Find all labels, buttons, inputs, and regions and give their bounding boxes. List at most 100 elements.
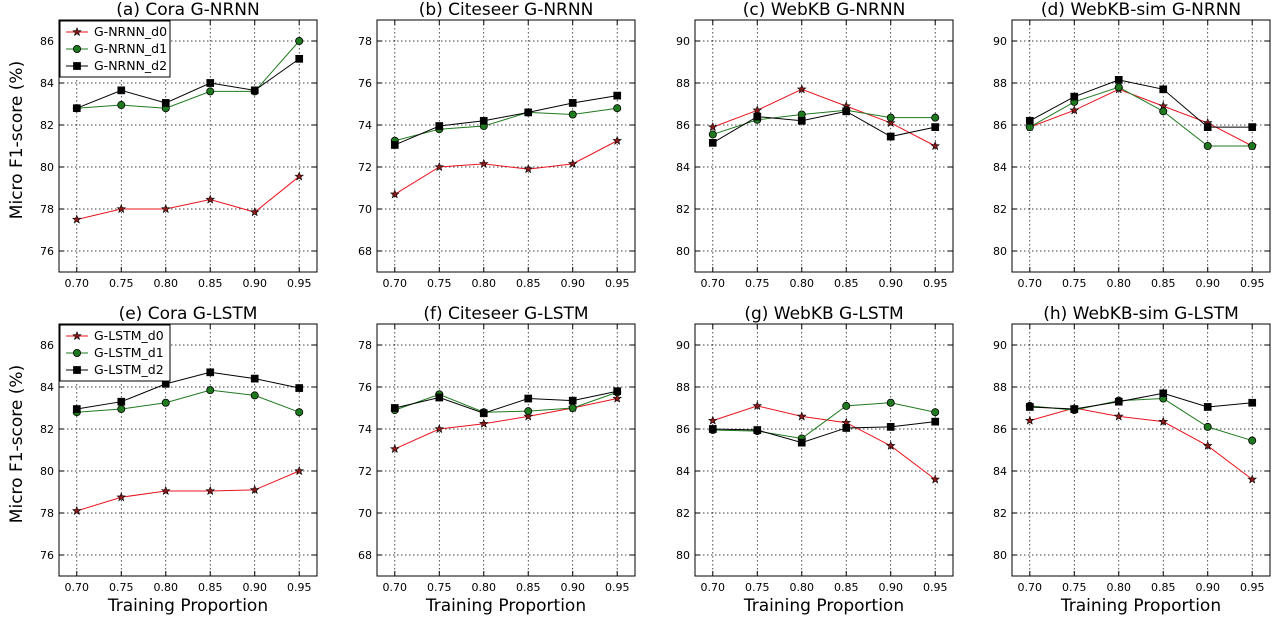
ytick-label-c-5: 90 [676, 35, 690, 48]
xlabel-c: Training Proportion [743, 596, 904, 616]
xtick-label-g-1: 0.75 [745, 581, 770, 594]
series-line-e-d1 [76, 389, 300, 413]
point-d-d2-0 [1025, 116, 1034, 125]
plot-frame-a [58, 19, 318, 273]
point-g-d2-0 [708, 425, 717, 433]
panel-c: (c) WebKB G-NRNN 80 82 84 86 88 90 0.70 0.75 0.80… [676, 0, 954, 290]
point-d-d1-5 [1248, 141, 1257, 150]
point-e-d2-5 [295, 384, 304, 392]
point-g-d2-4 [886, 423, 895, 431]
panel-title-g: (g) WebKB G-LSTM [744, 304, 903, 324]
point-a-d2-3 [206, 79, 215, 87]
point-g-d0-4 [885, 440, 896, 450]
panel-title-e: (e) Cora G-LSTM [119, 304, 258, 324]
panel-g: (g) WebKB G-LSTM 80 82 84 86 88 90 0.70 0.75 0.80… [676, 304, 954, 594]
legend-marker-a-d1 [73, 45, 82, 54]
xtick-label-d-0: 0.70 [1018, 277, 1043, 290]
xtick-label-g-2: 0.80 [790, 581, 815, 594]
ytick-label-h-4: 88 [993, 381, 1007, 394]
point-e-d2-4 [250, 374, 259, 383]
panel-h: (h) WebKB-sim G-LSTM 80 82 84 86 88 90 0.70 0.75… [993, 304, 1271, 594]
series-line-a-d0 [76, 176, 300, 220]
point-a-d1-1 [117, 101, 126, 110]
point-a-d2-1 [117, 86, 126, 95]
ytick-label-c-0: 80 [676, 245, 690, 258]
point-f-d0-2 [478, 418, 489, 428]
series-line-g-d1 [712, 402, 936, 439]
point-g-d1-3 [842, 401, 851, 410]
ytick-label-e-0: 76 [40, 549, 54, 562]
point-f-d2-2 [479, 409, 488, 418]
xtick-label-e-3: 0.85 [198, 581, 223, 594]
point-d-d1-4 [1203, 141, 1212, 150]
xtick-label-a-4: 0.90 [242, 277, 267, 290]
point-d-d2-5 [1248, 123, 1257, 131]
point-b-d0-4 [567, 158, 578, 168]
point-g-d0-1 [752, 400, 763, 410]
point-d-d2-4 [1203, 123, 1212, 131]
xtick-label-d-2: 0.80 [1107, 277, 1132, 290]
ytick-label-a-3: 82 [40, 119, 54, 132]
point-f-d0-3 [523, 411, 534, 421]
point-b-d0-0 [390, 189, 400, 199]
xtick-label-a-5: 0.95 [287, 277, 312, 290]
point-c-d0-1 [752, 105, 763, 115]
point-f-d2-5 [613, 387, 622, 396]
series-line-d-d1 [1029, 86, 1253, 147]
point-d-d0-1 [1069, 105, 1080, 115]
ytick-label-h-3: 86 [993, 423, 1007, 436]
xtick-label-e-2: 0.80 [154, 581, 179, 594]
point-a-d0-1 [116, 203, 127, 214]
series-line-g-d2 [712, 421, 936, 444]
legend-label-e-d1: G-LSTM_d1 [94, 345, 164, 360]
xtick-label-g-0: 0.70 [701, 581, 726, 594]
legend-e: G-LSTM_d0 G-LSTM_d1 G-LSTM_d2 [59, 324, 171, 382]
xtick-label-h-4: 0.90 [1195, 581, 1220, 594]
series-line-d-d2 [1029, 79, 1253, 128]
xtick-label-f-3: 0.85 [516, 581, 541, 594]
xtick-label-f-2: 0.80 [472, 581, 497, 594]
point-b-d0-2 [478, 158, 489, 168]
ytick-label-e-4: 84 [40, 381, 54, 394]
point-d-d2-3 [1159, 85, 1168, 94]
point-d-d1-3 [1159, 107, 1168, 116]
series-line-e-d2 [76, 371, 300, 410]
point-e-d2-3 [206, 368, 215, 377]
point-b-d0-3 [523, 164, 534, 174]
ytick-label-d-0: 80 [993, 245, 1007, 258]
point-h-d1-4 [1203, 422, 1212, 431]
series-line-a-d2 [76, 58, 300, 109]
point-f-d1-4 [568, 403, 577, 412]
series-line-f-d1 [394, 391, 618, 413]
xtick-label-f-4: 0.90 [560, 581, 585, 594]
series-line-h-d1 [1029, 398, 1253, 442]
xtick-label-e-0: 0.70 [65, 581, 90, 594]
point-b-d2-3 [524, 108, 533, 117]
point-b-d0-5 [612, 135, 622, 145]
ytick-label-c-1: 82 [676, 203, 690, 216]
legend-marker-a-d2 [73, 62, 81, 70]
point-b-d2-2 [479, 116, 488, 125]
ytick-label-f-0: 68 [358, 549, 372, 562]
ytick-label-g-5: 90 [676, 339, 690, 352]
xtick-label-d-5: 0.95 [1240, 277, 1265, 290]
point-e-d2-0 [72, 405, 81, 413]
panel-title-f: (f) Citeseer G-LSTM [423, 304, 588, 324]
xtick-label-e-4: 0.90 [242, 581, 267, 594]
point-h-d1-5 [1248, 436, 1257, 445]
panel-title-c: (c) WebKB G-NRNN [743, 0, 906, 20]
xtick-label-c-1: 0.75 [745, 277, 770, 290]
point-a-d0-2 [160, 203, 171, 214]
point-c-d2-4 [886, 132, 895, 141]
ytick-label-d-4: 88 [993, 77, 1007, 90]
panel-b: (b) Citeseer G-NRNN 68 70 72 74 76 78 0.70 0.75 0… [358, 0, 636, 290]
plot-frame-h [1011, 323, 1271, 577]
point-h-d0-0 [1025, 415, 1035, 425]
point-e-d0-2 [160, 485, 171, 496]
ytick-label-a-2: 80 [40, 161, 54, 174]
point-a-d1-3 [206, 87, 215, 96]
ytick-label-h-5: 90 [993, 339, 1007, 352]
point-b-d2-5 [613, 91, 622, 100]
series-line-h-d2 [1029, 392, 1253, 410]
series-line-c-d1 [712, 109, 936, 135]
